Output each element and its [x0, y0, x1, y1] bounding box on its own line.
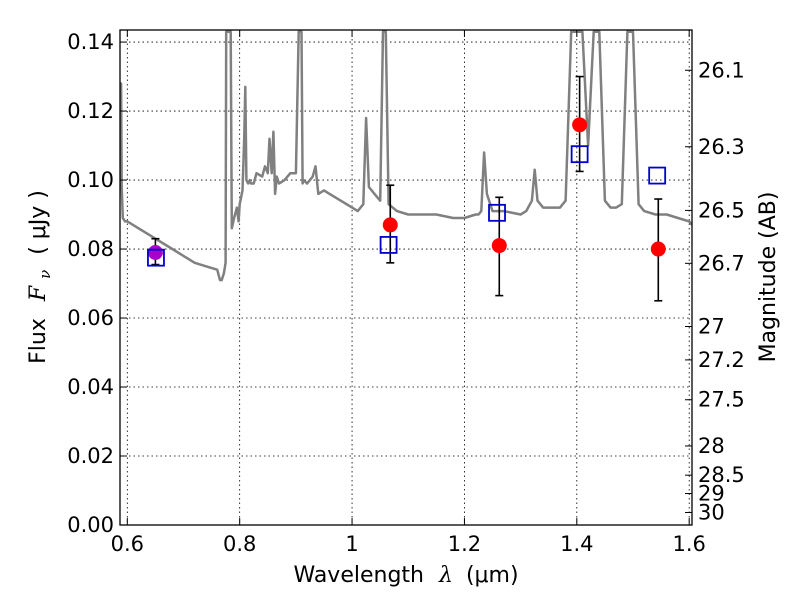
y-tick-label: 0.08	[67, 237, 114, 261]
y-tick-label: 0.10	[67, 168, 114, 192]
y-axis-label-prefix: Flux	[26, 318, 51, 364]
x-tick-label: 0.6	[111, 532, 144, 556]
y2-tick-label: 29	[698, 482, 725, 506]
y-tick-label: 0.12	[67, 99, 114, 123]
model-flux-square	[648, 166, 667, 185]
model-flux-square	[379, 236, 398, 254]
model-flux-square	[147, 248, 165, 267]
y2-axis-label: Magnitude (AB)	[756, 192, 781, 363]
y2-tick-label: 30	[698, 500, 725, 524]
measured-flux-point	[147, 244, 163, 260]
y-axis-label-unit: ( μJy )	[26, 190, 51, 255]
y2-tick-label: 26.7	[698, 251, 745, 275]
model-flux-square	[570, 145, 589, 164]
y2-tick-label: 27.5	[698, 388, 745, 412]
y-axis-label: Flux F ν ( μJy )	[26, 190, 56, 364]
plot-background	[120, 30, 692, 525]
x-axis-label-symbol: λ	[438, 563, 453, 588]
x-tick-label: 1.6	[672, 532, 705, 556]
data-points	[147, 75, 667, 302]
y2-tick-label: 27	[698, 315, 725, 339]
y2-tick-label: 26.3	[698, 135, 745, 159]
y-tick-label: 0.14	[67, 30, 114, 54]
y-tick-label: 0.06	[67, 306, 114, 330]
y2-tick-label: 28.5	[698, 463, 745, 487]
y2-tick-label: 28	[698, 434, 725, 458]
measured-flux-point	[650, 241, 666, 257]
measured-flux-point	[572, 117, 588, 133]
x-tick-label: 0.8	[223, 532, 256, 556]
y-tick-label: 0.00	[67, 513, 114, 537]
x-tick-label: 1.2	[448, 532, 481, 556]
y2-tick-label: 26.1	[698, 58, 745, 82]
x-axis-label: Wavelength λ (μm)	[293, 563, 518, 588]
y2-tick-label: 26.5	[698, 198, 745, 222]
y-axis-label-symbol: F	[26, 285, 51, 302]
y-tick-label: 0.02	[67, 444, 114, 468]
measured-flux-point	[382, 217, 398, 233]
y-axis-label-subscript: ν	[36, 270, 54, 279]
x-tick-label: 1.4	[560, 532, 593, 556]
x-axis-label-prefix: Wavelength	[293, 563, 424, 588]
y-tick-label: 0.04	[67, 375, 114, 399]
measured-flux-point	[491, 238, 507, 254]
y2-tick-label: 27.2	[698, 348, 745, 372]
plot-frame	[119, 29, 693, 526]
model-flux-square	[488, 203, 506, 222]
model-spectrum-line	[120, 30, 692, 282]
x-axis-label-unit: (μm)	[466, 563, 519, 588]
axis-ticks: 0.6 0.8 1 1.2 1.4 1.6 0.00 0.02 0.04 0.06 0.08 0.10…	[67, 30, 745, 556]
x-tick-label: 1	[345, 532, 358, 556]
